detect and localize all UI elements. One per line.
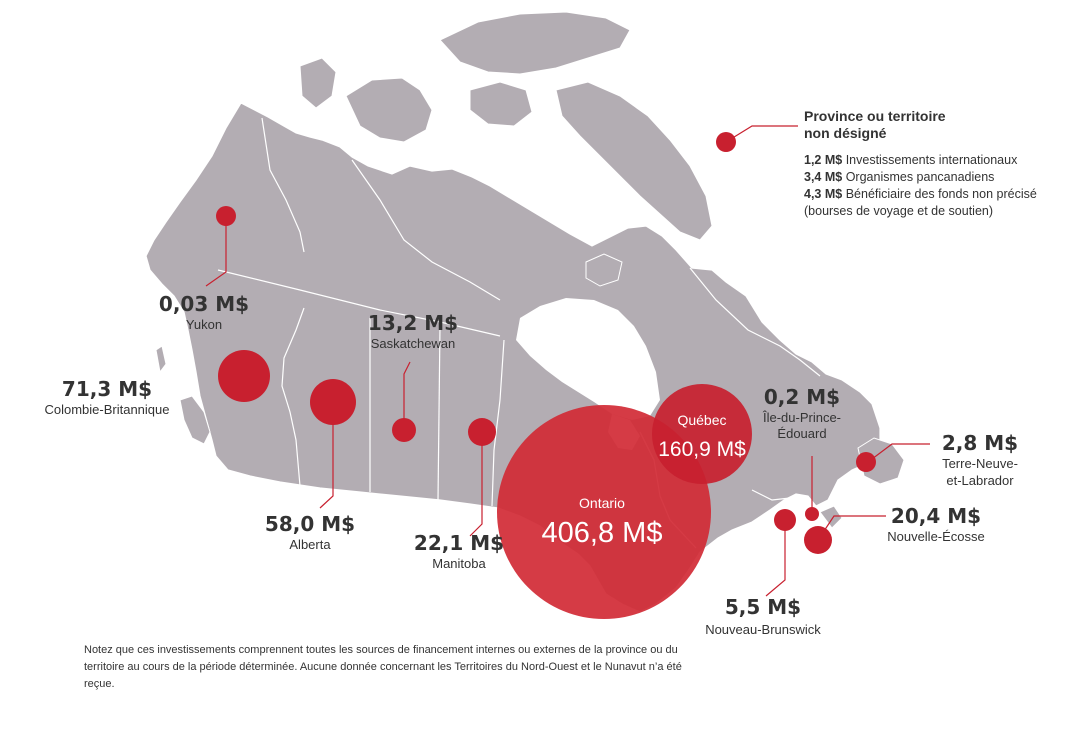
unassigned-item-text: Organismes pancanadiens (845, 170, 995, 184)
nb-name: Nouveau-Brunswick (705, 622, 821, 637)
haida-gwaii (155, 345, 167, 374)
border-sask-manitoba (437, 325, 441, 501)
newfoundland-island (857, 437, 905, 485)
border-60th-parallel (217, 269, 501, 337)
baffin-island (555, 81, 713, 241)
ontario-amount: 406,8 M$ (542, 517, 663, 549)
unassigned-item-text: Bénéficiaire des fonds non précisé (bour… (804, 187, 1037, 218)
unassigned-item: 1,2 M$ Investissements internationaux (804, 152, 1054, 169)
bubble-ontario[interactable] (497, 405, 711, 619)
unassigned-item-amount: 3,4 M$ (804, 170, 843, 184)
border-yukon-nwt (261, 117, 305, 253)
footnote: Notez que ces investissements comprennen… (84, 644, 682, 690)
ns-amount: 20,4 M$ (891, 504, 981, 528)
bubble-yukon[interactable] (216, 206, 236, 226)
leader-saskatchewan (403, 361, 411, 430)
bubble-unassigned[interactable] (716, 132, 736, 152)
unassigned-item-amount: 4,3 M$ (804, 187, 843, 201)
leader-lines (205, 125, 930, 597)
saskatchewan-name: Saskatchewan (371, 336, 456, 351)
unassigned-panel: Province ou territoire non désigné 1,2 M… (804, 108, 1054, 220)
bubble-nb[interactable] (774, 509, 796, 531)
pei-name-line1: Île-du-Prince- (762, 410, 841, 425)
border-manitoba-ontario (491, 339, 505, 507)
pei-amount: 0,2 M$ (764, 385, 840, 409)
quebec-amount: 160,9 M$ (658, 438, 746, 461)
hudson-bay (516, 298, 660, 420)
nl-name-line1: Terre-Neuve- (942, 456, 1018, 471)
leader-alberta (319, 402, 334, 509)
bc-name: Colombie-Britannique (44, 402, 169, 417)
bubble-bc[interactable] (218, 350, 270, 402)
manitoba-name: Manitoba (432, 556, 486, 571)
unassigned-item: 3,4 M$ Organismes pancanadiens (804, 169, 1054, 186)
funding-bubbles (216, 132, 876, 619)
province-labels: 0,03 M$ Yukon 71,3 M$ Colombie-Britanniq… (44, 292, 1018, 637)
bubble-quebec[interactable] (652, 384, 752, 484)
saskatchewan-amount: 13,2 M$ (368, 311, 458, 335)
border-bc-alberta (281, 307, 305, 487)
bubble-manitoba[interactable] (468, 418, 496, 446)
bubble-pei[interactable] (805, 507, 819, 521)
ontario-name: Ontario (579, 495, 625, 511)
bubble-ns[interactable] (804, 526, 832, 554)
banks-island (299, 57, 337, 109)
leader-nl (867, 443, 930, 463)
border-nwt-nunavut (351, 159, 501, 301)
bubble-nl[interactable] (856, 452, 876, 472)
bubble-saskatchewan[interactable] (392, 418, 416, 442)
border-quebec-labrador (689, 267, 821, 377)
unassigned-title: Province ou territoire non désigné (804, 108, 946, 141)
alberta-amount: 58,0 M$ (265, 512, 355, 536)
southampton-island (585, 253, 623, 287)
victoria-island (345, 77, 433, 143)
pei-name-line2: Édouard (777, 426, 826, 441)
manitoba-amount: 22,1 M$ (414, 531, 504, 555)
unassigned-item: 4,3 M$ Bénéficiaire des fonds non précis… (804, 186, 1054, 220)
nl-name-line2: et-Labrador (946, 473, 1014, 488)
bubble-alberta[interactable] (310, 379, 356, 425)
leader-yukon (205, 216, 227, 287)
queen-elizabeth-islands (439, 11, 631, 75)
yukon-amount: 0,03 M$ (159, 292, 249, 316)
unassigned-item-text: Investissements internationaux (845, 153, 1018, 167)
leader-nb (765, 520, 786, 597)
nb-amount: 5,5 M$ (725, 595, 801, 619)
unassigned-item-amount: 1,2 M$ (804, 153, 843, 167)
quebec-name: Québec (677, 412, 726, 428)
alberta-name: Alberta (289, 537, 331, 552)
border-quebec-nb (751, 489, 791, 501)
cape-breton-island (819, 505, 843, 529)
leader-unassigned (725, 125, 798, 143)
ns-name: Nouvelle-Écosse (887, 529, 985, 544)
vancouver-island (179, 395, 211, 445)
yukon-name: Yukon (186, 317, 222, 332)
nl-amount: 2,8 M$ (942, 431, 1018, 455)
leader-manitoba (469, 432, 483, 537)
bc-amount: 71,3 M$ (62, 377, 152, 401)
somerset-island (469, 81, 533, 127)
